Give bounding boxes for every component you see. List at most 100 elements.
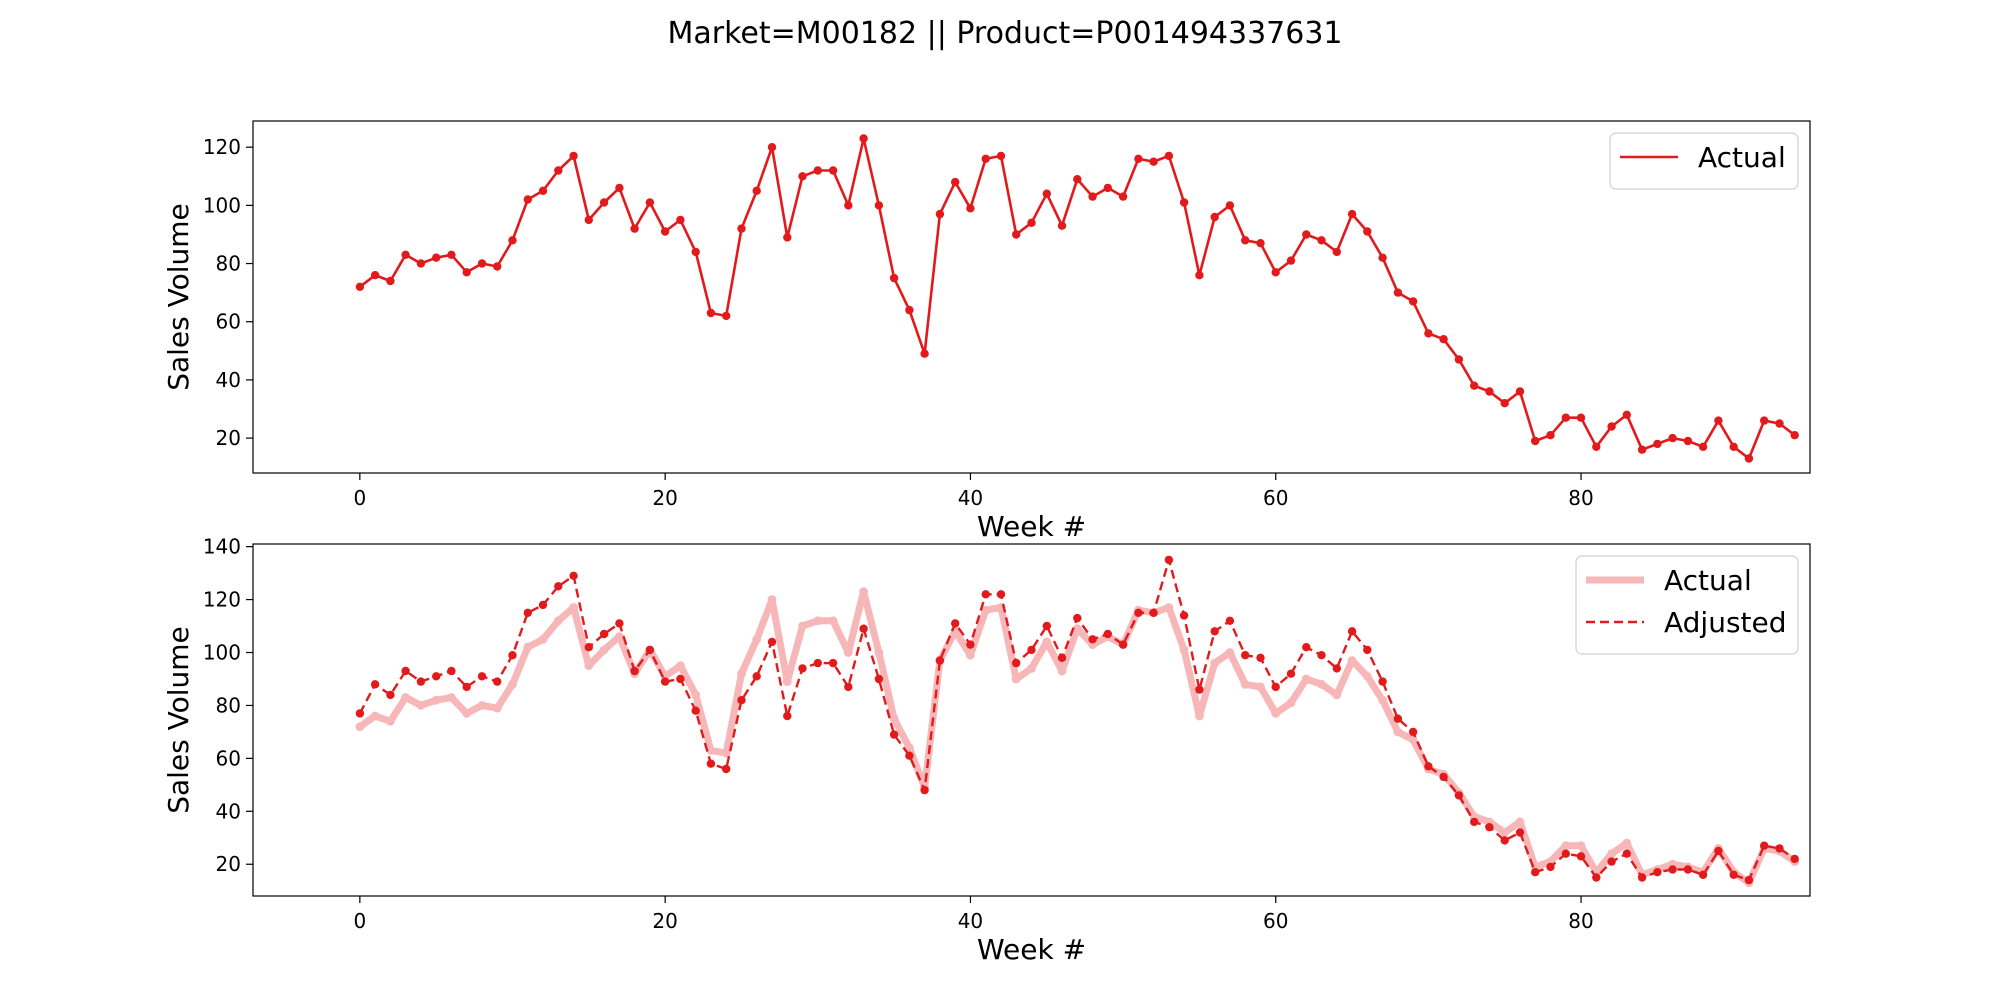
data-point-actual — [1332, 690, 1342, 700]
data-point-actual — [1683, 436, 1693, 446]
data-point-adjusted — [828, 658, 838, 668]
data-point-adjusted — [355, 709, 365, 718]
data-point-actual — [1164, 151, 1174, 161]
data-point-actual — [1470, 381, 1479, 390]
data-point-actual — [355, 282, 365, 291]
x-tick-label: 0 — [353, 909, 366, 933]
data-point-actual — [1592, 442, 1601, 451]
data-point-adjusted — [905, 751, 914, 760]
plot-frame — [252, 120, 1811, 474]
data-point-actual — [492, 703, 502, 713]
data-point-actual — [1561, 841, 1571, 851]
data-point-actual — [1225, 201, 1235, 210]
data-point-actual — [416, 701, 426, 710]
data-point-actual — [1500, 828, 1510, 837]
data-point-adjusted — [432, 672, 441, 681]
data-point-adjusted — [615, 619, 624, 628]
data-point-actual — [447, 250, 456, 259]
data-point-adjusted — [1241, 651, 1250, 660]
data-point-actual — [1042, 637, 1052, 647]
data-point-adjusted — [1683, 865, 1693, 874]
x-tick-label: 60 — [1263, 486, 1288, 510]
x-tick-label: 0 — [353, 486, 366, 510]
data-point-actual — [660, 227, 670, 236]
data-point-actual — [859, 587, 868, 596]
data-point-actual — [1271, 709, 1281, 718]
data-point-actual — [859, 134, 868, 143]
y-tick-label: 100 — [203, 641, 241, 665]
data-point-adjusted — [523, 608, 532, 617]
data-point-adjusted — [508, 651, 517, 660]
data-point-adjusted — [1500, 836, 1509, 845]
data-point-adjusted — [752, 672, 761, 681]
y-tick-label: 120 — [203, 135, 241, 159]
data-point-adjusted — [1592, 873, 1601, 882]
data-point-actual — [1027, 218, 1036, 227]
data-point-adjusted — [1424, 762, 1433, 771]
data-point-actual — [1515, 817, 1525, 827]
data-point-actual — [615, 632, 624, 641]
data-point-actual — [1622, 410, 1632, 419]
y-tick-label: 40 — [216, 799, 241, 823]
data-point-actual — [1515, 387, 1525, 396]
data-point-actual — [905, 305, 914, 315]
data-point-actual — [1103, 183, 1113, 193]
data-point-actual — [1072, 624, 1082, 634]
data-point-adjusted — [874, 674, 884, 684]
data-point-actual — [1622, 838, 1632, 848]
data-point-adjusted — [920, 785, 929, 795]
data-point-actual — [966, 650, 975, 660]
y-axis-label: Sales Volume — [162, 203, 195, 391]
data-point-actual — [569, 603, 578, 612]
data-point-actual — [447, 693, 456, 702]
x-axis-label: Week # — [977, 510, 1086, 543]
data-point-actual — [1408, 297, 1418, 306]
data-point-actual — [874, 648, 884, 657]
data-point-actual — [508, 236, 517, 245]
data-point-adjusted — [1744, 875, 1754, 885]
data-point-adjusted — [691, 706, 700, 715]
data-point-adjusted — [1485, 823, 1494, 832]
data-point-adjusted — [706, 759, 716, 768]
data-point-adjusted — [1637, 873, 1647, 882]
data-point-actual — [1668, 433, 1677, 443]
data-point-actual — [1301, 674, 1311, 684]
y-tick-label: 120 — [203, 588, 241, 612]
data-point-actual — [1225, 648, 1235, 657]
data-point-actual — [1210, 212, 1219, 222]
data-point-adjusted — [538, 600, 548, 610]
data-point-adjusted — [416, 677, 426, 686]
data-point-adjusted — [660, 677, 670, 686]
data-point-actual — [462, 268, 471, 277]
data-point-actual — [1729, 442, 1738, 451]
legend: Actual — [1609, 132, 1799, 190]
data-point-adjusted — [493, 677, 502, 686]
data-point-adjusted — [1439, 772, 1448, 782]
data-point-adjusted — [1012, 658, 1021, 668]
data-point-actual — [966, 204, 975, 213]
data-point-adjusted — [722, 764, 731, 774]
data-point-actual — [1393, 727, 1403, 737]
panel-bottom: 0 20 40 60 80 20 40 60 80 100 120 140 Week # Sales Vo… — [162, 535, 1811, 966]
data-point-actual — [401, 693, 410, 702]
data-point-actual — [981, 605, 991, 615]
data-point-actual — [843, 648, 853, 657]
data-point-adjusted — [1515, 828, 1525, 837]
data-point-actual — [752, 186, 761, 195]
y-axis-label: Sales Volume — [162, 626, 195, 814]
data-point-adjusted — [1256, 653, 1265, 662]
data-point-actual — [828, 616, 838, 626]
data-point-adjusted — [1073, 613, 1082, 623]
data-point-actual — [1653, 439, 1662, 449]
data-point-actual — [523, 195, 532, 204]
data-point-actual — [553, 616, 563, 626]
data-point-actual — [1240, 679, 1250, 689]
data-point-adjusted — [783, 711, 792, 721]
data-point-adjusted — [1622, 849, 1632, 858]
data-point-adjusted — [1790, 854, 1799, 864]
y-tick-label: 60 — [216, 310, 241, 334]
data-point-adjusted — [844, 682, 853, 692]
data-point-actual — [432, 253, 441, 262]
data-point-actual — [1744, 454, 1754, 463]
data-point-actual — [1637, 445, 1647, 454]
